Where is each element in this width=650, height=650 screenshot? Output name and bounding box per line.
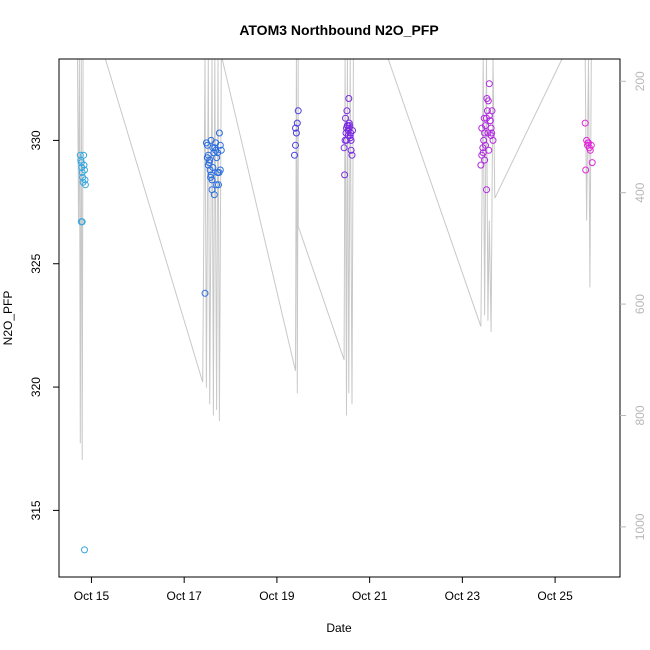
right-tick-label: 1000	[633, 513, 647, 540]
data-point	[203, 141, 211, 149]
data-point	[581, 119, 589, 127]
data-point	[76, 151, 84, 159]
data-point	[81, 166, 88, 174]
data-points	[76, 80, 596, 554]
x-tick-label: Oct 21	[352, 589, 388, 603]
data-point	[345, 124, 353, 132]
x-axis-label: Date	[326, 621, 352, 635]
data-point	[582, 166, 590, 174]
data-point	[478, 124, 486, 132]
data-point	[81, 181, 89, 189]
y-axis-label: N2O_PFP	[1, 291, 15, 346]
right-tick-label: 600	[633, 294, 647, 314]
data-point	[292, 124, 299, 132]
data-point	[485, 146, 493, 154]
data-point	[342, 114, 349, 122]
data-point	[210, 191, 218, 199]
chart-title: ATOM3 Northbound N2O_PFP	[239, 22, 438, 38]
axes: Oct 15 Oct 17 Oct 19 Oct 21 Oct 23 Oct 25 315 3…	[29, 71, 647, 603]
data-point	[212, 139, 220, 147]
data-point	[78, 218, 86, 226]
data-point	[291, 151, 298, 159]
data-point	[81, 546, 88, 554]
data-point	[483, 95, 491, 102]
data-point	[207, 171, 215, 179]
y-tick-label: 325	[29, 253, 43, 273]
data-point	[206, 156, 214, 164]
data-point	[201, 289, 209, 297]
data-point	[207, 173, 215, 181]
data-point	[81, 176, 89, 184]
data-point	[479, 149, 487, 157]
data-point	[215, 129, 223, 137]
data-point	[340, 144, 348, 152]
data-point	[292, 129, 300, 137]
data-point	[487, 124, 495, 132]
pressure-trace	[77, 58, 592, 461]
data-point	[487, 132, 495, 139]
y-tick-label: 320	[29, 377, 43, 397]
data-point	[486, 117, 494, 125]
data-point	[292, 141, 299, 149]
data-point	[485, 112, 493, 120]
data-point	[343, 107, 351, 115]
data-point	[477, 161, 485, 169]
data-point	[341, 171, 349, 179]
data-point	[213, 154, 221, 162]
data-point	[480, 136, 488, 144]
y-tick-label: 330	[29, 130, 43, 150]
plot-frame	[58, 58, 621, 578]
data-point	[483, 186, 490, 194]
data-point	[584, 139, 592, 147]
data-point	[345, 95, 353, 102]
data-point	[80, 151, 88, 159]
right-tick-label: 400	[633, 182, 647, 202]
data-point	[588, 159, 596, 167]
x-tick-label: Oct 17	[167, 589, 203, 603]
data-point	[485, 80, 493, 88]
data-point	[481, 156, 489, 164]
data-point	[204, 161, 212, 169]
pressure-trace-line	[77, 58, 592, 461]
data-point	[203, 154, 211, 162]
data-point	[294, 107, 302, 115]
data-point	[347, 146, 355, 154]
data-point	[213, 181, 221, 189]
data-point	[217, 146, 225, 154]
data-point	[346, 134, 354, 142]
data-point	[214, 149, 222, 157]
data-point	[482, 141, 489, 149]
data-point	[348, 151, 356, 159]
right-tick-label: 800	[633, 405, 647, 425]
y-tick-label: 315	[29, 500, 43, 520]
x-tick-label: Oct 19	[259, 589, 295, 603]
data-point	[488, 129, 496, 137]
right-tick-label: 200	[633, 71, 647, 91]
x-tick-label: Oct 25	[537, 589, 573, 603]
x-tick-label: Oct 15	[74, 589, 110, 603]
data-point	[586, 146, 594, 154]
data-point	[216, 166, 224, 174]
x-tick-label: Oct 23	[445, 589, 481, 603]
data-point	[80, 161, 88, 169]
data-point	[215, 181, 222, 189]
